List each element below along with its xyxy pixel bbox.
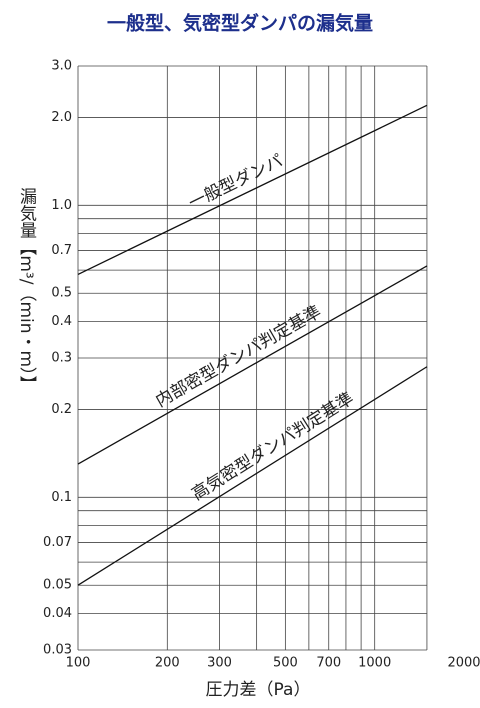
y-tick-label: 0.1 xyxy=(51,490,72,505)
series-line xyxy=(77,265,428,465)
y-tick-label: 0.04 xyxy=(43,606,72,621)
y-axis-title: 漏気量【m³/（min・m）】 xyxy=(16,187,37,392)
y-tick-label: 2.0 xyxy=(51,110,72,125)
y-tick-label: 0.5 xyxy=(51,286,72,301)
x-tick-label: 200 xyxy=(155,656,180,671)
series-label: 高気密型ダンパ判定基準 xyxy=(188,389,357,505)
series-line xyxy=(77,104,428,275)
x-tick-label: 1000 xyxy=(358,656,391,671)
y-tick-label: 0.05 xyxy=(43,578,72,593)
x-tick-label: 300 xyxy=(207,656,232,671)
y-tick-label: 3.0 xyxy=(51,59,72,74)
y-tick-label: 0.2 xyxy=(51,402,72,417)
x-tick-label: 2000 xyxy=(447,656,480,671)
y-tick-label: 0.4 xyxy=(51,314,72,329)
x-tick-label: 500 xyxy=(273,656,298,671)
series-line xyxy=(77,366,428,586)
chart-title: 一般型、気密型ダンパの漏気量 xyxy=(107,12,373,35)
y-tick-label: 0.03 xyxy=(43,643,72,658)
x-tick-label: 100 xyxy=(66,656,91,671)
y-tick-label: 1.0 xyxy=(51,198,72,213)
x-tick-label: 700 xyxy=(316,656,341,671)
y-tick-label: 0.7 xyxy=(51,243,72,258)
y-tick-label: 0.3 xyxy=(51,351,72,366)
y-tick-label: 0.07 xyxy=(43,535,72,550)
x-axis-title: 圧力差（Pa） xyxy=(206,680,311,700)
series-label: 内部密型ダンパ判定基準 xyxy=(152,302,324,412)
series-label: 一般型ダンパ xyxy=(186,151,287,213)
